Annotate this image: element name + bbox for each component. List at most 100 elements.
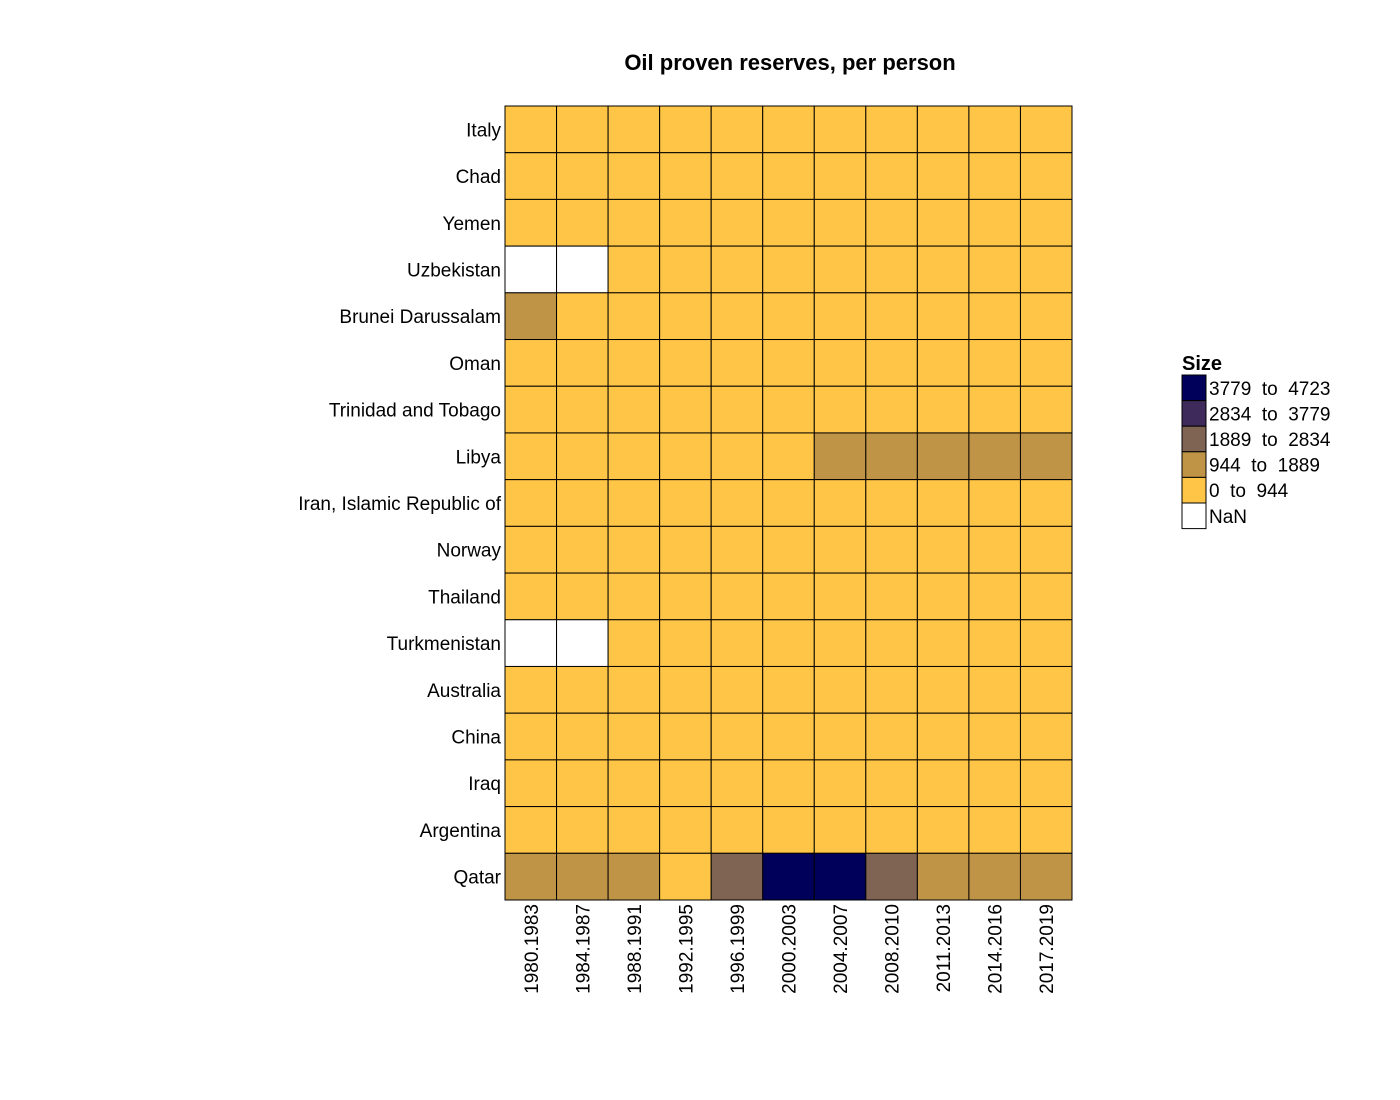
heatmap-cell xyxy=(916,712,970,761)
heatmap-cell xyxy=(916,339,970,387)
heatmap-cell xyxy=(710,712,764,761)
heatmap-cell xyxy=(607,432,661,481)
heatmap-cell xyxy=(1019,385,1073,434)
y-tick-label: Argentina xyxy=(420,821,502,842)
heatmap-cell xyxy=(865,432,918,481)
heatmap-cell xyxy=(607,152,661,200)
heatmap-cell xyxy=(865,105,918,154)
x-tick-label: 2004.2007 xyxy=(831,904,852,994)
heatmap-cell xyxy=(556,665,609,714)
heatmap-cell xyxy=(607,852,661,901)
heatmap-cell xyxy=(968,152,1021,200)
heatmap-cell xyxy=(710,759,764,808)
heatmap-cell xyxy=(1019,479,1073,527)
heatmap-cell xyxy=(1019,198,1073,247)
heatmap-cell xyxy=(1019,806,1073,854)
heatmap-cell xyxy=(504,572,558,621)
legend-label: 2834 to 3779 xyxy=(1209,404,1331,425)
heatmap-cell xyxy=(556,572,609,621)
heatmap-cell xyxy=(762,339,815,387)
heatmap-cell xyxy=(813,712,867,761)
heatmap-cell xyxy=(968,292,1021,341)
heatmap-cell xyxy=(968,105,1021,154)
heatmap-cell xyxy=(1019,665,1073,714)
x-tick-label: 1992.1995 xyxy=(676,904,697,994)
heatmap-cell xyxy=(504,712,558,761)
legend-label: 0 to 944 xyxy=(1209,481,1289,502)
heatmap-cell xyxy=(813,852,867,901)
heatmap-cell xyxy=(607,759,661,808)
heatmap-cell xyxy=(556,525,609,574)
heatmap-cell xyxy=(659,432,712,481)
heatmap-cell xyxy=(659,525,712,574)
heatmap-cell xyxy=(1019,245,1073,294)
y-tick-label: Yemen xyxy=(443,214,501,235)
heatmap-cell xyxy=(556,432,609,481)
heatmap-cell xyxy=(865,806,918,854)
legend-title: Size xyxy=(1182,353,1222,375)
heatmap-cell xyxy=(504,852,558,901)
heatmap-cell xyxy=(762,619,815,667)
heatmap-cell xyxy=(710,385,764,434)
heatmap-cell xyxy=(504,152,558,200)
heatmap-cell xyxy=(916,479,970,527)
heatmap-cell xyxy=(556,619,609,667)
heatmap-cell xyxy=(659,245,712,294)
heatmap-cell xyxy=(916,759,970,808)
heatmap-cell xyxy=(916,572,970,621)
x-tick-label: 2000.2003 xyxy=(780,904,801,994)
heatmap-cell xyxy=(865,665,918,714)
y-tick-label: Brunei Darussalam xyxy=(339,307,501,328)
heatmap-cell xyxy=(710,572,764,621)
legend-label: NaN xyxy=(1209,507,1247,528)
heatmap-cell xyxy=(865,525,918,574)
heatmap-cells xyxy=(504,105,1073,901)
x-tick-label: 2017.2019 xyxy=(1037,904,1058,994)
heatmap-cell xyxy=(762,432,815,481)
heatmap-cell xyxy=(607,712,661,761)
heatmap-cell xyxy=(659,198,712,247)
heatmap-cell xyxy=(504,759,558,808)
heatmap-cell xyxy=(813,572,867,621)
legend-label: 1889 to 2834 xyxy=(1209,430,1331,451)
heatmap-cell xyxy=(1019,525,1073,574)
heatmap-cell xyxy=(865,385,918,434)
heatmap-cell xyxy=(813,432,867,481)
heatmap-cell xyxy=(504,105,558,154)
chart-title: Oil proven reserves, per person xyxy=(624,50,955,75)
y-tick-label: Turkmenistan xyxy=(387,634,501,655)
y-tick-label: Iran, Islamic Republic of xyxy=(298,494,501,515)
heatmap-cell xyxy=(1019,759,1073,808)
heatmap-cell xyxy=(504,665,558,714)
heatmap-cell xyxy=(607,292,661,341)
y-tick-label: Trinidad and Tobago xyxy=(329,401,501,422)
heatmap-cell xyxy=(1019,619,1073,667)
x-tick-label: 1996.1999 xyxy=(728,904,749,994)
heatmap-cell xyxy=(710,245,764,294)
x-axis-labels: 1980.1983 1984.1987 1988.1991 1992.1995 1996… xyxy=(522,904,1058,994)
heatmap-cell xyxy=(762,759,815,808)
heatmap-cell xyxy=(1019,339,1073,387)
heatmap-cell xyxy=(813,198,867,247)
heatmap-cell xyxy=(659,806,712,854)
heatmap-cell xyxy=(762,806,815,854)
heatmap-cell xyxy=(865,852,918,901)
y-tick-label: Qatar xyxy=(453,868,501,889)
heatmap-cell xyxy=(762,292,815,341)
heatmap-cell xyxy=(916,152,970,200)
heatmap-cell xyxy=(968,479,1021,527)
heatmap-cell xyxy=(968,852,1021,901)
heatmap-cell xyxy=(762,525,815,574)
heatmap-cell xyxy=(1019,292,1073,341)
heatmap-cell xyxy=(710,432,764,481)
heatmap-cell xyxy=(504,245,558,294)
heatmap-cell xyxy=(1019,712,1073,761)
x-tick-label: 2008.2010 xyxy=(883,904,904,994)
heatmap-cell xyxy=(762,152,815,200)
heatmap-cell xyxy=(659,292,712,341)
heatmap-cell xyxy=(607,339,661,387)
heatmap-cell xyxy=(916,198,970,247)
heatmap-cell xyxy=(916,806,970,854)
heatmap-cell xyxy=(865,619,918,667)
heatmap-cell xyxy=(710,105,764,154)
